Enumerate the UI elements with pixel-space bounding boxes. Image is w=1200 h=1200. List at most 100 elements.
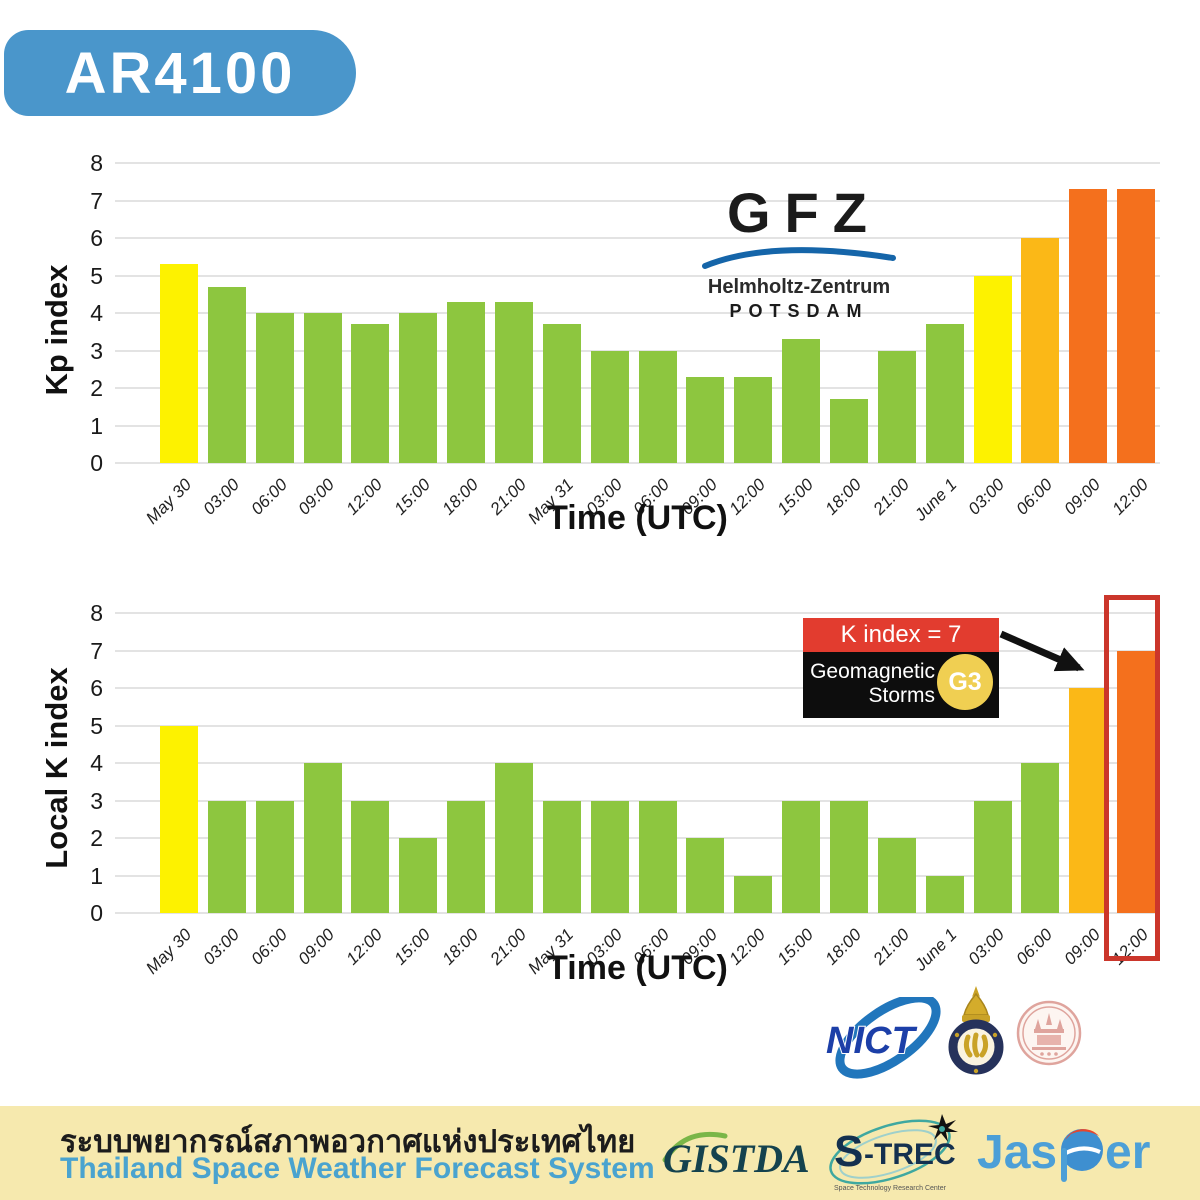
x-axis-title: Time (UTC) [547, 949, 728, 987]
plot-area [115, 612, 1160, 914]
bar-slot [346, 613, 394, 913]
strec-logo: S -TREC Space Technology Research Center [829, 1114, 958, 1192]
bar-slot [203, 163, 251, 463]
y-tick-label: 1 [90, 412, 103, 439]
bar-slot [394, 163, 442, 463]
bar-slot [586, 163, 634, 463]
bar-slot [969, 613, 1017, 913]
bar-1500 [782, 339, 821, 463]
bar-slot [490, 163, 538, 463]
bar-slot [299, 613, 347, 913]
y-tick-label: 5 [90, 712, 103, 739]
gridline [115, 762, 1160, 764]
bar-0300 [973, 275, 1012, 463]
bar-0600 [255, 313, 294, 463]
bar-slot [442, 613, 490, 913]
bar-slot [777, 163, 825, 463]
bar-slot [538, 613, 586, 913]
g3-scale-badge: G3 [937, 654, 993, 710]
y-tick-label: 0 [90, 900, 103, 926]
bar-slot [251, 163, 299, 463]
bar-0600 [255, 800, 294, 913]
y-tick-label: 4 [90, 300, 103, 326]
bar-2100 [494, 301, 533, 463]
bars [155, 613, 1160, 913]
bar-slot [873, 163, 921, 463]
gridline [115, 649, 1160, 652]
bar-1200 [351, 800, 390, 913]
bar-0600 [1021, 238, 1060, 463]
gridline [115, 687, 1160, 689]
bar-may30 [159, 264, 198, 463]
bar-slot [1064, 163, 1112, 463]
y-tick-label: 7 [90, 637, 103, 664]
bar-slot [346, 163, 394, 463]
bar-2100 [877, 838, 916, 913]
y-tick-label: 0 [90, 450, 103, 476]
bar-slot [394, 613, 442, 913]
gfz-logo-line2: POTSDAM [729, 301, 869, 321]
bar-slot [921, 163, 969, 463]
bar-1200 [351, 324, 390, 463]
gridline [115, 837, 1160, 839]
svg-text:Jas: Jas [977, 1126, 1057, 1179]
gistda-logo: GISTDA [662, 1131, 810, 1181]
footer-banner: ระบบพยากรณ์สภาพอวกาศแห่งประเทศไทย Thaila… [0, 1106, 1200, 1200]
bar-slot [299, 163, 347, 463]
gridline [115, 799, 1160, 802]
bar-1200 [734, 875, 773, 913]
annotation-arrow-icon [999, 630, 1085, 672]
gridline [115, 162, 1160, 164]
bar-slot [1112, 613, 1160, 913]
bar-slot [442, 163, 490, 463]
bar-slot [1016, 163, 1064, 463]
bar-slot [969, 163, 1017, 463]
banner-title-thai: ระบบพยากรณ์สภาพอวกาศแห่งประเทศไทย [60, 1124, 636, 1160]
storm-annotation: K index = 7 Geomagnetic Storms G3 [803, 618, 999, 718]
bar-slot [1016, 613, 1064, 913]
bar-1200 [734, 376, 773, 463]
bar-slot [155, 613, 203, 913]
bar-0900 [1069, 688, 1108, 913]
y-tick-label: 4 [90, 750, 103, 776]
k-index-callout: K index = 7 [803, 618, 999, 652]
bar-0300 [590, 350, 629, 463]
svg-text:GISTDA: GISTDA [663, 1136, 810, 1181]
y-tick-label: 8 [90, 600, 103, 626]
bar-slot [825, 613, 873, 913]
svg-text:S: S [834, 1127, 863, 1176]
gfz-logo-line1: Helmholtz-Zentrum [707, 276, 891, 298]
y-axis-ticks: 0 1 2 3 4 5 6 7 8 [67, 150, 103, 476]
y-tick-label: 2 [90, 375, 103, 401]
bar-slot [155, 163, 203, 463]
bar-slot [538, 163, 586, 463]
plot-area [115, 162, 1160, 464]
bar-slot [634, 613, 682, 913]
svg-text:er: er [1105, 1126, 1150, 1179]
gfz-logo: GFZ Helmholtz-Zentrum POTSDAM [698, 180, 900, 322]
bar-june1 [925, 875, 964, 913]
highlight-rectangle [1104, 595, 1160, 961]
gridline [115, 237, 1160, 239]
y-axis-ticks: 0 1 2 3 4 5 6 7 8 [67, 600, 103, 926]
geomagnetic-storm-label: Geomagnetic Storms [803, 660, 935, 708]
gridline [115, 462, 1160, 464]
bar-slot [921, 613, 969, 913]
y-tick-label: 3 [90, 787, 103, 814]
bar-0300 [207, 800, 246, 913]
bar-1800 [447, 800, 486, 913]
y-tick-label: 8 [90, 150, 103, 176]
y-tick-label: 1 [90, 862, 103, 889]
bar-0300 [207, 286, 246, 463]
bar-may31 [542, 800, 581, 913]
bar-slot [1112, 163, 1160, 463]
bar-1800 [829, 800, 868, 913]
gridline [115, 387, 1160, 389]
gridline [115, 874, 1160, 877]
bar-slot [1064, 613, 1112, 913]
bar-1200 [1117, 650, 1156, 913]
bar-slot [825, 163, 873, 463]
